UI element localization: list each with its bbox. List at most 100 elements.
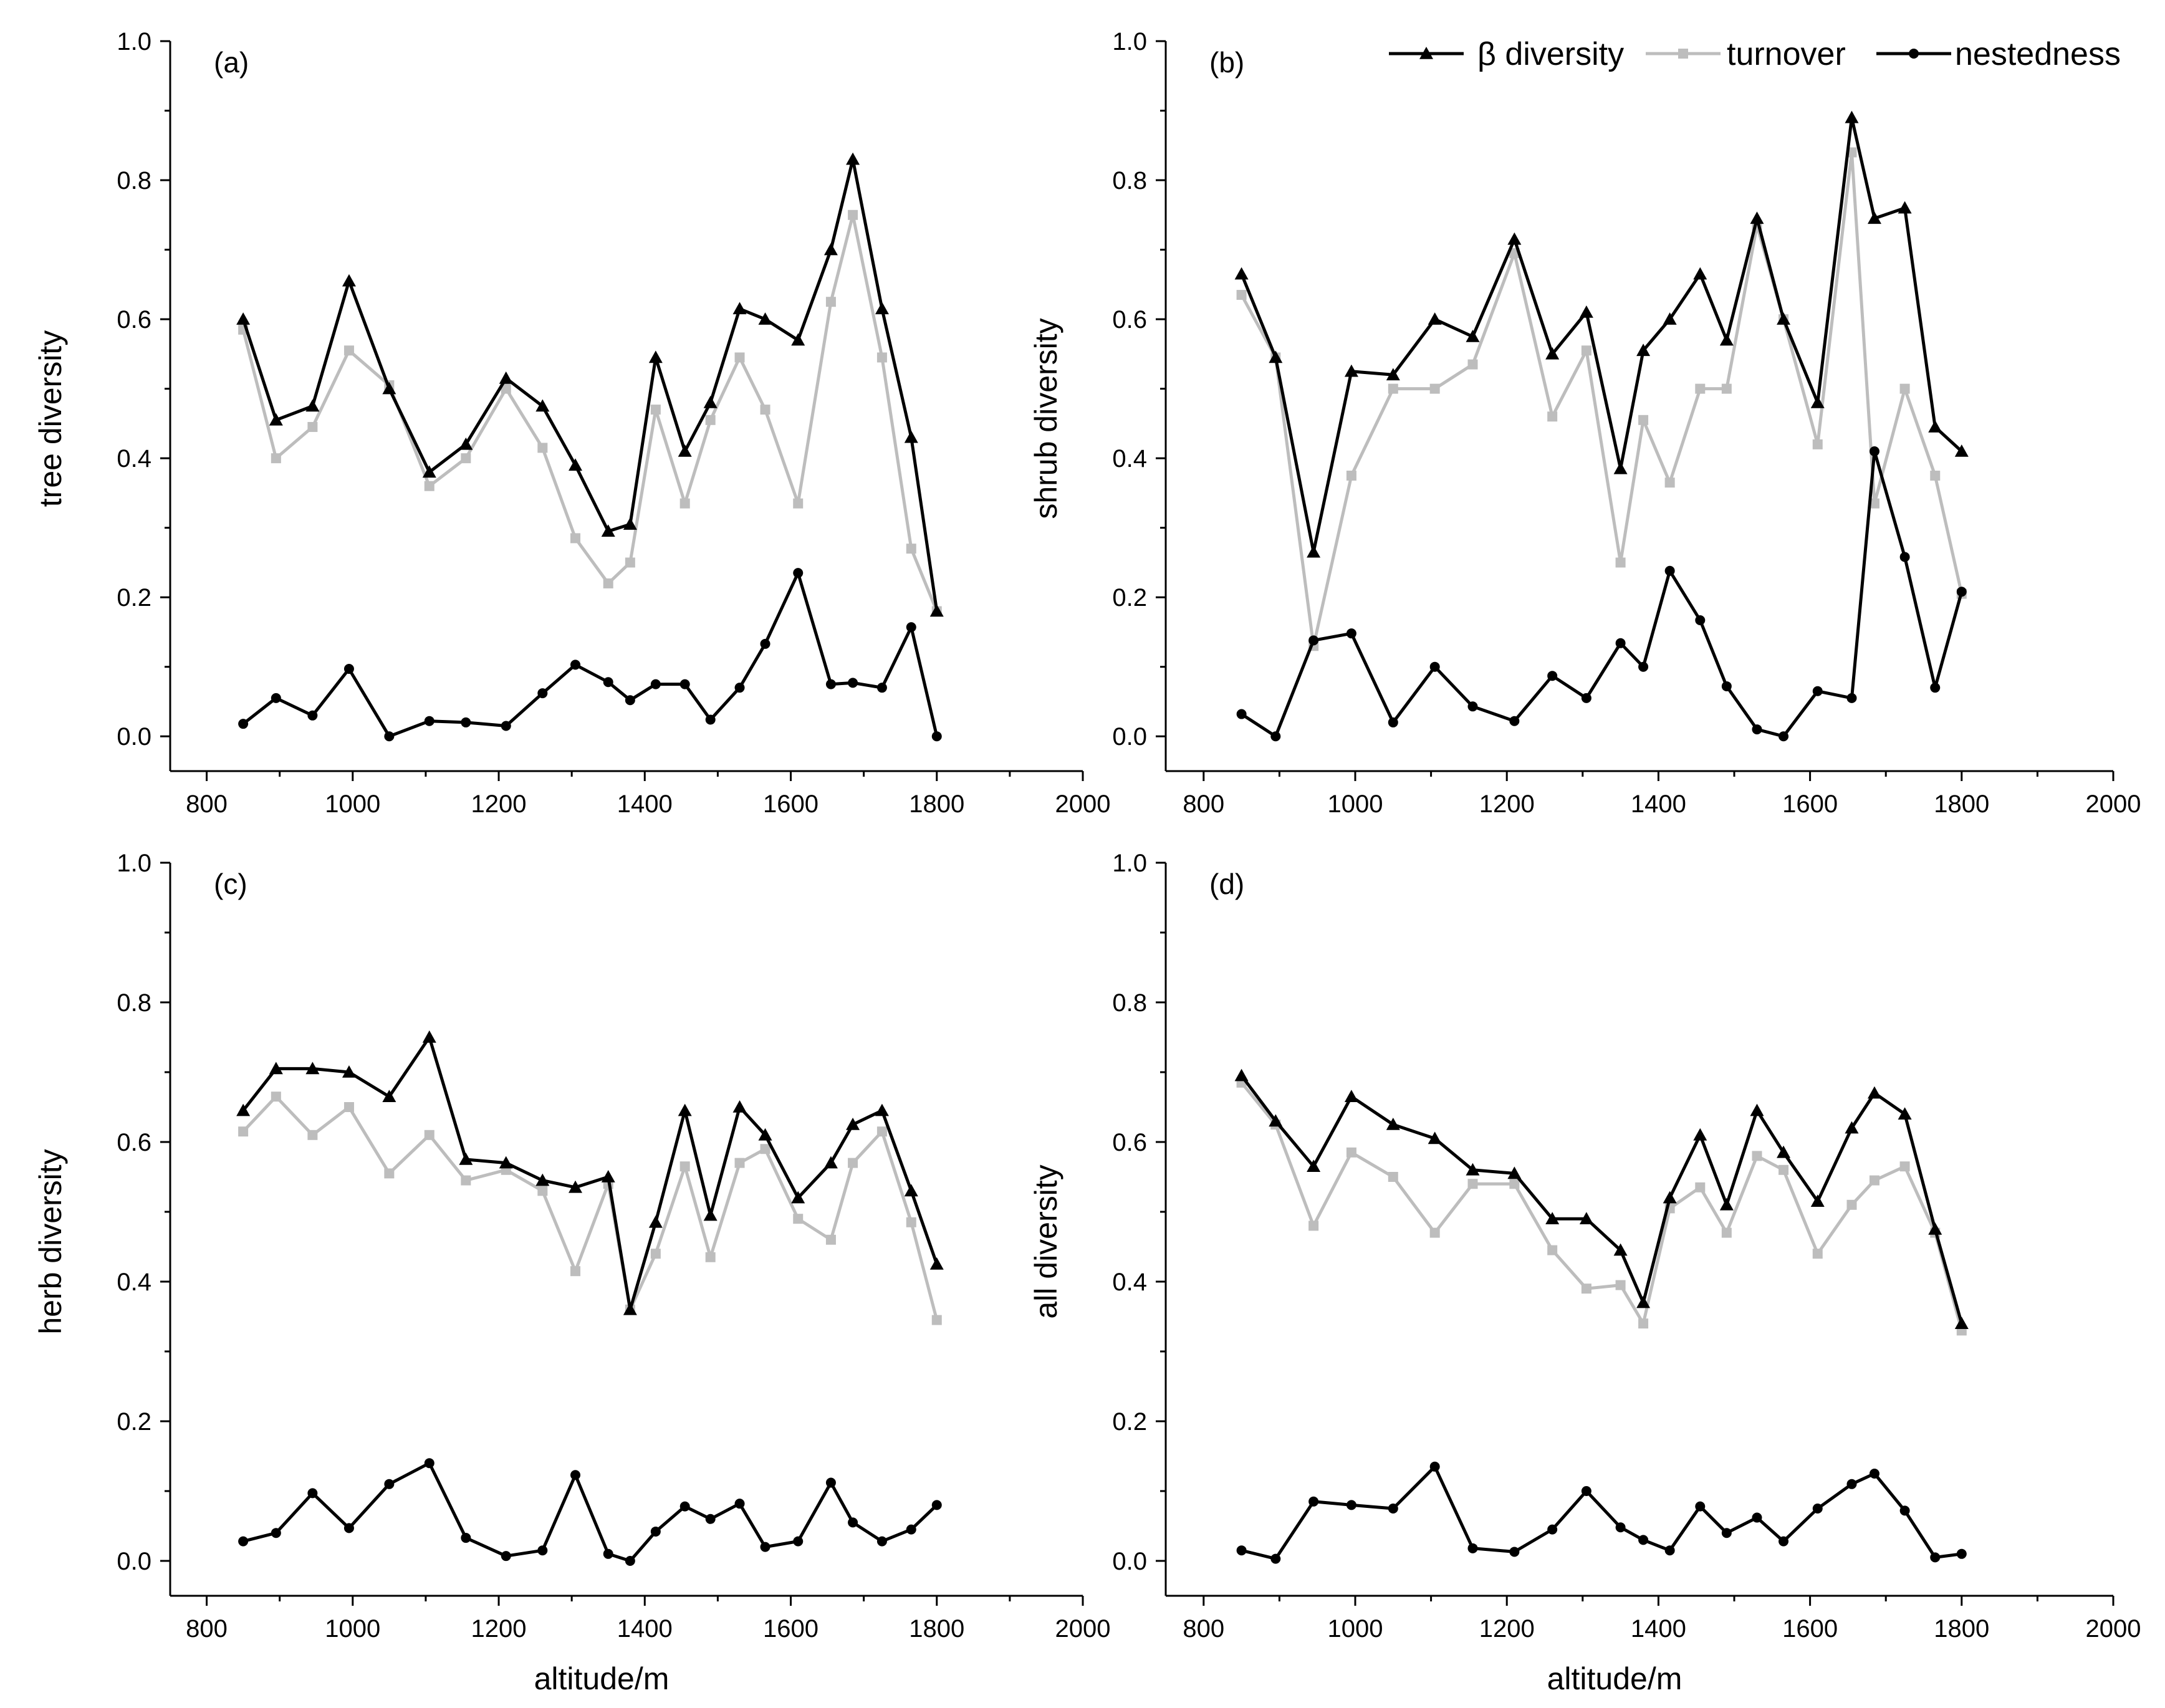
data-point-beta (1428, 1131, 1442, 1144)
x-tick-label: 2000 (2086, 1615, 2141, 1643)
data-point-beta (1344, 364, 1358, 377)
series-nestedness (1236, 446, 1967, 742)
x-tick-label: 1600 (763, 790, 818, 818)
data-point-beta (1810, 395, 1825, 408)
data-point-nestedness (1236, 709, 1247, 719)
data-point-turnover (1812, 1249, 1823, 1259)
data-point-turnover (461, 453, 471, 464)
x-tick-label: 800 (1183, 790, 1224, 818)
data-point-turnover (679, 1161, 690, 1172)
y-tick-label: 0.6 (117, 306, 151, 333)
data-point-beta (1898, 201, 1912, 214)
data-point-nestedness (1346, 628, 1356, 639)
data-point-nestedness (1270, 1553, 1281, 1564)
series-beta (1234, 1068, 1969, 1329)
data-point-beta (1234, 1068, 1249, 1082)
data-point-beta (929, 1257, 944, 1270)
series-line-nestedness (242, 571, 939, 738)
data-point-beta (904, 1184, 918, 1197)
data-point-turnover (1346, 471, 1356, 481)
legend-swatch-marker (1678, 49, 1688, 59)
data-point-beta (758, 1128, 772, 1141)
x-tick-label: 1200 (1479, 1615, 1535, 1643)
panel-c: 0.0 0.2 0.4 0.6 0.8 1.0 800 1000 1200 1400 1600 180… (33, 850, 1110, 1696)
data-point-beta (875, 1103, 889, 1116)
data-point-beta (623, 517, 637, 530)
data-point-nestedness (1869, 1469, 1879, 1479)
data-point-turnover (1467, 1179, 1478, 1189)
y-tick-label: 0.2 (117, 1408, 151, 1436)
data-point-turnover (1869, 498, 1879, 509)
data-point-beta (601, 524, 615, 537)
data-point-turnover (705, 1252, 716, 1262)
y-tick-label: 0.8 (117, 989, 151, 1017)
data-point-beta (1545, 347, 1560, 360)
data-point-nestedness (760, 1542, 770, 1552)
data-point-turnover (1581, 345, 1591, 356)
data-point-turnover (1869, 1175, 1879, 1186)
x-tick-label: 1800 (909, 1615, 964, 1643)
data-point-beta (569, 1180, 583, 1193)
data-point-nestedness (603, 677, 613, 688)
data-point-turnover (734, 352, 745, 363)
data-point-beta (342, 274, 356, 287)
data-point-beta (1269, 1114, 1283, 1127)
series-beta (1234, 110, 1969, 558)
y-tick-label: 0.8 (117, 167, 151, 194)
data-point-beta (1928, 420, 1942, 433)
data-point-nestedness (1308, 1496, 1319, 1507)
data-point-beta (1750, 1103, 1764, 1116)
data-point-turnover (1236, 290, 1247, 300)
data-point-turnover (1752, 1151, 1762, 1161)
y-tick-label: 0.8 (1112, 989, 1147, 1017)
x-tick-label: 1200 (471, 790, 527, 818)
y-tick-label: 0.4 (1112, 1269, 1147, 1296)
y-tick-label: 0.2 (117, 584, 151, 612)
data-point-beta (499, 371, 513, 384)
data-point-beta (1428, 312, 1442, 325)
data-point-nestedness (1270, 731, 1281, 742)
data-point-beta (1466, 1163, 1480, 1176)
y-tick-label: 0.6 (117, 1129, 151, 1156)
data-point-beta (1845, 1121, 1859, 1134)
data-point-beta (569, 458, 583, 471)
x-tick-label: 2000 (1055, 790, 1111, 818)
series-turnover (238, 1091, 942, 1325)
y-axis-title: shrub diversity (1029, 318, 1063, 519)
data-point-beta (1636, 343, 1651, 357)
data-point-turnover (876, 1126, 887, 1137)
series-line-turnover (1240, 150, 1964, 648)
data-point-nestedness (1956, 1548, 1967, 1559)
series-turnover (1236, 147, 1967, 651)
y-tick-label: 0.0 (117, 723, 151, 751)
data-point-turnover (1638, 1318, 1649, 1329)
data-point-nestedness (650, 679, 661, 689)
data-point-turnover (848, 1158, 858, 1168)
data-point-nestedness (238, 719, 249, 729)
data-point-nestedness (1547, 1524, 1558, 1535)
data-point-turnover (848, 209, 858, 220)
data-point-turnover (650, 405, 661, 415)
data-point-beta (459, 437, 473, 450)
data-point-turnover (1664, 477, 1675, 488)
data-point-turnover (931, 1315, 942, 1325)
series-turnover (238, 209, 942, 617)
x-axis-title: altitude/m (1547, 1661, 1683, 1696)
data-point-beta (678, 1103, 692, 1116)
y-tick-label: 0.4 (1112, 445, 1147, 473)
data-point-beta (1307, 1159, 1321, 1172)
data-point-turnover (537, 443, 548, 453)
data-point-turnover (793, 1214, 804, 1224)
x-tick-label: 2000 (1055, 1615, 1111, 1643)
data-point-nestedness (1615, 1522, 1626, 1533)
data-point-turnover (1899, 383, 1910, 394)
data-point-beta (382, 1090, 396, 1102)
data-point-beta (1867, 211, 1881, 224)
data-point-beta (1636, 1295, 1651, 1308)
series-nestedness (1236, 1461, 1967, 1564)
y-tick-label: 0.0 (1112, 723, 1147, 751)
data-point-turnover (1615, 1280, 1626, 1290)
legend-swatch-marker (1419, 47, 1433, 59)
data-point-turnover (825, 1234, 836, 1245)
data-point-nestedness (461, 1533, 471, 1543)
